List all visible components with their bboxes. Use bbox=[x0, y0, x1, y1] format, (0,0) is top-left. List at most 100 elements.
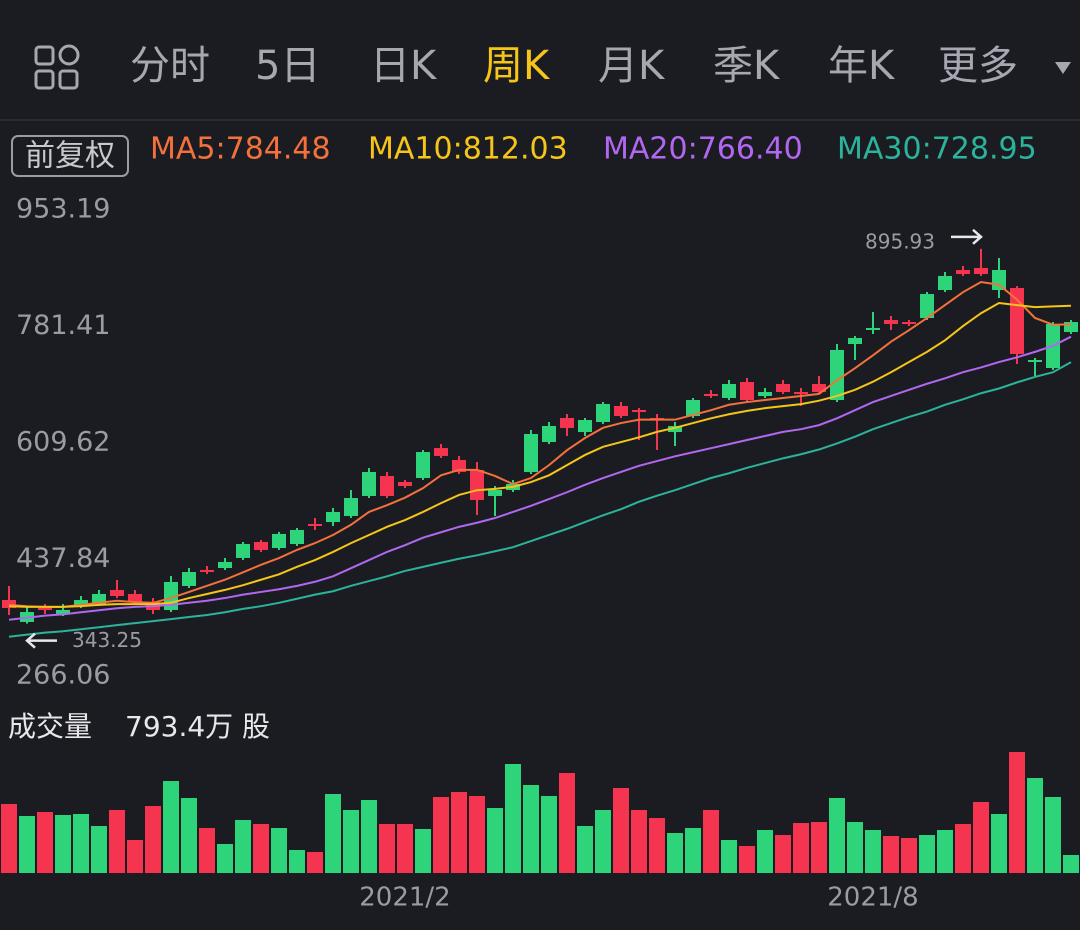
volume-bar bbox=[991, 813, 1007, 873]
candle-body bbox=[794, 392, 808, 395]
volume-bar bbox=[685, 827, 701, 873]
volume-bar bbox=[505, 764, 521, 873]
icon-cell bbox=[34, 69, 55, 90]
legend-entry: MA30:728.95 bbox=[837, 132, 1037, 167]
candle-body bbox=[956, 270, 970, 275]
candle-body bbox=[344, 498, 358, 516]
volume-bar bbox=[631, 810, 647, 873]
candle-body bbox=[524, 433, 538, 472]
candle-body bbox=[884, 319, 898, 324]
volume-bar bbox=[559, 773, 575, 873]
tab[interactable]: 日K bbox=[370, 43, 438, 89]
candle-body bbox=[434, 448, 448, 456]
legend-entry: MA10:812.03 bbox=[368, 132, 568, 167]
volume-current: 793.4万 股 bbox=[125, 710, 270, 743]
volume-bar bbox=[37, 812, 53, 873]
volume-bar bbox=[613, 788, 629, 873]
candle-body bbox=[686, 400, 700, 417]
candle-body bbox=[758, 392, 772, 397]
candle-body bbox=[380, 475, 394, 496]
arrow bbox=[25, 632, 57, 649]
volume-bar bbox=[865, 830, 881, 873]
volume-bar bbox=[487, 808, 503, 873]
volume-bar bbox=[91, 825, 107, 873]
volume-bar bbox=[901, 837, 917, 873]
candle-body bbox=[632, 409, 646, 413]
tab[interactable]: 季K bbox=[713, 43, 781, 89]
volume-bar bbox=[19, 815, 35, 873]
candle-body bbox=[740, 381, 754, 401]
volume-bar bbox=[649, 818, 665, 873]
candle-body bbox=[920, 294, 934, 319]
tab[interactable]: 分时 bbox=[130, 43, 210, 89]
tab[interactable]: 年K bbox=[828, 43, 896, 89]
ma-line bbox=[8, 302, 1072, 608]
candle-body bbox=[182, 572, 196, 586]
y-tick-label: 266.06 bbox=[16, 660, 110, 691]
icon-cell bbox=[58, 69, 79, 90]
volume-bar bbox=[1063, 855, 1079, 873]
x-tick-label: 2021/8 bbox=[827, 883, 918, 913]
volume-bar bbox=[739, 846, 755, 873]
candle-body bbox=[704, 393, 718, 397]
volume-bar bbox=[289, 849, 305, 873]
candle-body bbox=[92, 593, 106, 605]
tab[interactable]: 5日 bbox=[255, 43, 320, 89]
candle-body bbox=[272, 533, 286, 548]
volume-bar bbox=[145, 806, 161, 873]
candle-body bbox=[398, 482, 412, 487]
adjust-button-frame[interactable] bbox=[11, 135, 129, 177]
dropdown-arrow[interactable] bbox=[1055, 62, 1071, 74]
volume-bar bbox=[127, 839, 143, 873]
tab[interactable]: 周K bbox=[483, 43, 551, 89]
volume-bar bbox=[451, 792, 467, 873]
candle-body bbox=[560, 417, 574, 429]
volume-bar bbox=[1045, 797, 1061, 873]
volume-bar bbox=[397, 824, 413, 873]
tab[interactable]: 月K bbox=[598, 43, 666, 89]
volume-bar bbox=[181, 798, 197, 873]
grid-icon[interactable] bbox=[34, 44, 80, 90]
candle-body bbox=[974, 267, 988, 275]
candle-body bbox=[74, 600, 88, 606]
volume-bar bbox=[595, 810, 611, 873]
icon-cell bbox=[34, 45, 55, 66]
volume-bar bbox=[973, 801, 989, 873]
adjust-button[interactable]: 前复权 bbox=[25, 139, 115, 174]
volume-bar bbox=[667, 833, 683, 873]
candle-body bbox=[722, 384, 736, 398]
volume-bar bbox=[199, 827, 215, 873]
volume-bar bbox=[433, 797, 449, 873]
volume-bar bbox=[361, 800, 377, 873]
candle-body bbox=[470, 470, 484, 500]
y-tick-label: 781.41 bbox=[16, 310, 110, 341]
volume-bar bbox=[343, 810, 359, 873]
volume-bar bbox=[955, 824, 971, 873]
volume-title: 成交量 bbox=[8, 710, 92, 743]
candle-body bbox=[1064, 322, 1078, 332]
volume-bar bbox=[919, 835, 935, 873]
tab[interactable]: 更多 bbox=[938, 43, 1018, 89]
y-tick-label: 609.62 bbox=[16, 427, 110, 458]
candle-body bbox=[416, 452, 430, 479]
volume-bar bbox=[217, 844, 233, 873]
volume-bar bbox=[847, 822, 863, 873]
candle-body bbox=[326, 511, 340, 523]
candle-body bbox=[848, 337, 862, 345]
volume-bar bbox=[1009, 752, 1025, 873]
candle-body bbox=[56, 609, 70, 614]
candle-body bbox=[218, 561, 232, 569]
candle-body bbox=[362, 471, 376, 496]
volume-bar bbox=[577, 825, 593, 873]
volume-bar bbox=[469, 796, 485, 873]
ma-line bbox=[8, 280, 1072, 608]
candle-body bbox=[488, 490, 502, 496]
candle-body bbox=[128, 593, 142, 602]
candle-body bbox=[254, 541, 268, 550]
candle-body bbox=[992, 270, 1006, 291]
arrow bbox=[951, 228, 983, 245]
volume-bar bbox=[1, 803, 17, 873]
candle-body bbox=[542, 425, 556, 442]
